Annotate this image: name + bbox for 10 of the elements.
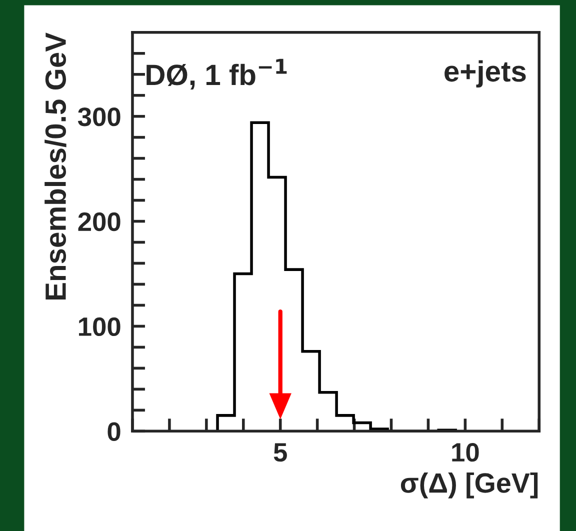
x-tick-label: 5 <box>274 443 287 462</box>
y-tick-label: 100 <box>79 317 120 336</box>
y-axis-title: Ensembles/0.5 GeV <box>44 32 66 300</box>
annotation: e+jets <box>444 60 526 88</box>
y-tick-label: 300 <box>78 107 120 126</box>
x-axis-title: σ(Δ) [GeV] <box>400 472 538 498</box>
annotation: DØ, 1 fb$^{−1}$ <box>146 58 287 90</box>
x-tick-label: 10 <box>452 442 479 462</box>
y-tick-label: 0 <box>108 422 120 441</box>
y-tick-label: 200 <box>78 212 120 232</box>
